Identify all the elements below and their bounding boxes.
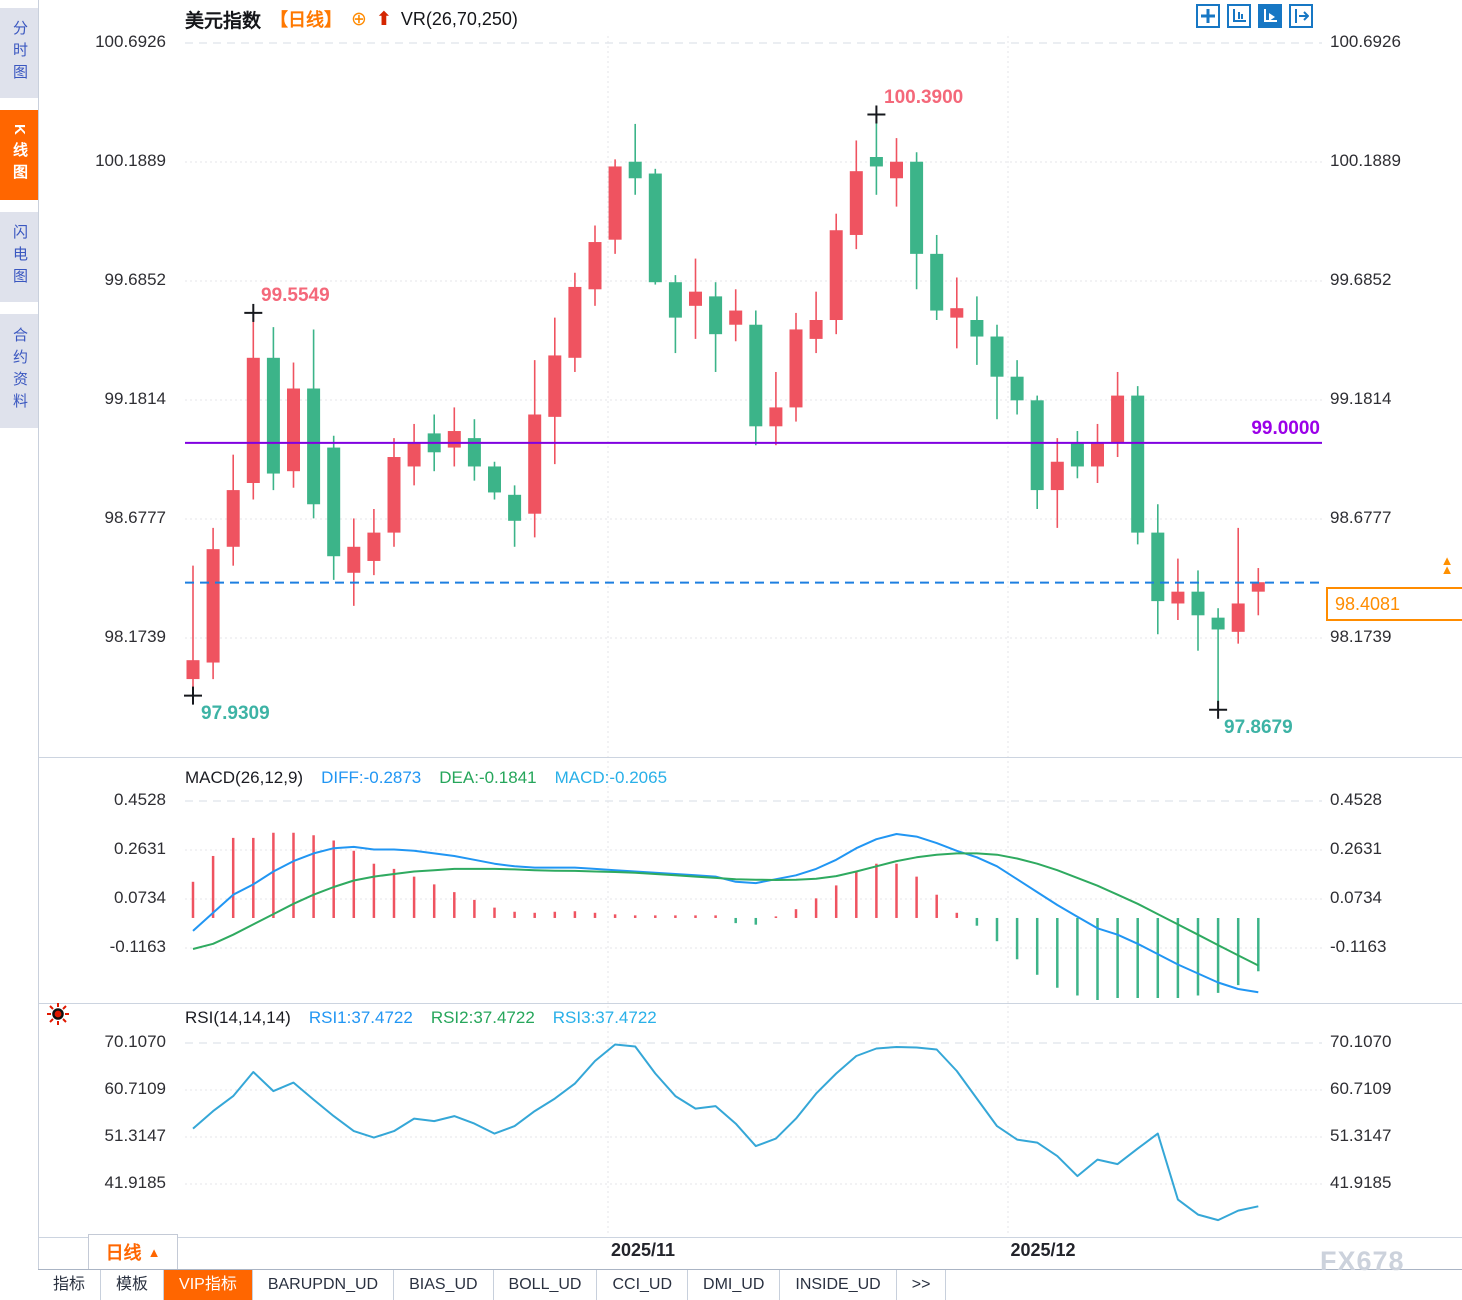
sidebar-tab-label: K线图 bbox=[11, 124, 28, 186]
footer-tab-CCI_UD[interactable]: CCI_UD bbox=[597, 1270, 689, 1300]
axis-tick-label: 100.1889 bbox=[95, 150, 166, 170]
footer-tab-BIAS_UD[interactable]: BIAS_UD bbox=[394, 1270, 494, 1300]
annotation-high-peak: 100.3900 bbox=[884, 87, 964, 108]
price-up-arrows-icon: ▲ ▲ bbox=[1440, 553, 1454, 577]
rsi-header: RSI(14,14,14) RSI1:37.4722 RSI2:37.4722 … bbox=[185, 1008, 657, 1028]
symbol-title: 美元指数 bbox=[185, 10, 262, 32]
macd-macd-value: MACD:-0.2065 bbox=[554, 768, 668, 787]
axis-tick-label: 0.4528 bbox=[114, 790, 166, 809]
period-tag: 【日线】 bbox=[270, 10, 343, 30]
footer-tab-指标[interactable]: 指标 bbox=[38, 1270, 102, 1300]
footer-tab-模板[interactable]: 模板 bbox=[101, 1270, 165, 1300]
period-selector[interactable]: 日线 ▲ bbox=[88, 1234, 178, 1270]
rsi-title[interactable]: RSI(14,14,14) bbox=[185, 1008, 291, 1027]
axis-tick-label: 99.1814 bbox=[1330, 388, 1392, 408]
axis-tick-label: 0.2631 bbox=[1330, 838, 1382, 858]
footer-tab-INSIDE_UD[interactable]: INSIDE_UD bbox=[780, 1270, 897, 1300]
axis-tick-label: 0.0734 bbox=[114, 887, 166, 907]
x-axis-label-nov: 2025/11 bbox=[610, 1240, 676, 1260]
macd-header: MACD(26,12,9) DIFF:-0.2873 DEA:-0.1841 M… bbox=[185, 768, 667, 788]
sidebar-tab-timeline[interactable]: 分时图 bbox=[0, 8, 38, 98]
indicator-label[interactable]: VR(26,70,250) bbox=[400, 8, 518, 29]
sidebar-tab-label: 闪电图 bbox=[11, 224, 28, 290]
axis-tick-label: 99.1814 bbox=[104, 388, 166, 408]
rsi3-value: RSI3:37.4722 bbox=[552, 1008, 657, 1027]
footer-tab-VIP指标[interactable]: VIP指标 bbox=[164, 1270, 253, 1300]
axis-tick-label: 98.1739 bbox=[1330, 626, 1392, 646]
sidebar-tab-label: 合约资料 bbox=[11, 327, 28, 415]
watermark: FX678 bbox=[1320, 1246, 1405, 1276]
axis-tick-label: 0.2631 bbox=[114, 838, 166, 858]
footer-tab-DMI_UD[interactable]: DMI_UD bbox=[688, 1270, 781, 1300]
axis-tick-label: 100.6926 bbox=[95, 32, 166, 51]
axis-tick-label: 70.1070 bbox=[1330, 1032, 1392, 1051]
axis-tick-label: -0.1163 bbox=[1330, 936, 1387, 956]
pan-right-icon[interactable] bbox=[1289, 4, 1313, 28]
last-price-tag[interactable]: 98.4081 bbox=[1326, 587, 1462, 621]
axis-tick-label: 0.0734 bbox=[1330, 887, 1382, 907]
axis-tick-label: 98.6777 bbox=[104, 507, 166, 527]
support-line-label: 99.0000 bbox=[1251, 418, 1320, 439]
chart-toolbar bbox=[1196, 4, 1313, 28]
axis-tick-label: 99.6852 bbox=[104, 269, 166, 289]
axis-tick-label: 0.4528 bbox=[1330, 790, 1382, 809]
chart-header: 美元指数 【日线】 ⊕ ⬆ VR(26,70,250) bbox=[185, 6, 518, 32]
axis-tick-label: 100.6926 bbox=[1330, 32, 1401, 51]
axis-tick-label: 51.3147 bbox=[104, 1126, 166, 1145]
macd-dea-value: DEA:-0.1841 bbox=[439, 768, 537, 787]
axis-tick-label: 98.1739 bbox=[104, 626, 166, 646]
axis-tick-label: 60.7109 bbox=[104, 1079, 166, 1098]
sidebar-tab-label: 分时图 bbox=[11, 20, 28, 86]
sidebar-tab-lightning[interactable]: 闪电图 bbox=[0, 212, 38, 302]
axis-tick-label: 41.9185 bbox=[104, 1173, 166, 1192]
macd-title[interactable]: MACD(26,12,9) bbox=[185, 768, 304, 787]
axis-tick-label: 100.1889 bbox=[1330, 150, 1401, 170]
sidebar: 分时图 K线图 闪电图 合约资料 bbox=[0, 0, 39, 1300]
axis-tick-label: -0.1163 bbox=[109, 936, 166, 956]
axis-play-icon[interactable] bbox=[1258, 4, 1282, 28]
footer-tab->>[interactable]: >> bbox=[897, 1270, 947, 1300]
footer-tabs: 指标 模板 VIP指标 BARUPDN_UD BIAS_UD BOLL_UD CCI_UD D… bbox=[38, 1269, 1462, 1300]
sidebar-tab-contract-info[interactable]: 合约资料 bbox=[0, 314, 38, 428]
axis-tick-label: 98.6777 bbox=[1330, 507, 1392, 527]
annotation-low-early: 97.9309 bbox=[201, 703, 270, 724]
period-selector-label: 日线 bbox=[105, 1243, 142, 1263]
axis-tick-label: 70.1070 bbox=[104, 1032, 166, 1051]
compare-add-icon[interactable]: ⊕ bbox=[351, 8, 367, 30]
axis-tick-label: 60.7109 bbox=[1330, 1079, 1392, 1098]
up-arrow-icon: ⬆ bbox=[375, 8, 392, 30]
crosshair-icon[interactable] bbox=[1196, 4, 1220, 28]
axis-scale-icon[interactable] bbox=[1227, 4, 1251, 28]
rsi2-value: RSI2:37.4722 bbox=[430, 1008, 535, 1027]
triangle-up-icon: ▲ bbox=[147, 1244, 161, 1260]
footer-tab-BARUPDN_UD[interactable]: BARUPDN_UD bbox=[253, 1270, 395, 1300]
annotation-high-early: 99.5549 bbox=[261, 285, 330, 306]
macd-diff-value: DIFF:-0.2873 bbox=[321, 768, 422, 787]
axis-tick-label: 51.3147 bbox=[1330, 1126, 1392, 1145]
footer-tab-BOLL_UD[interactable]: BOLL_UD bbox=[494, 1270, 598, 1300]
indicator-settings-sun-icon[interactable] bbox=[45, 1001, 71, 1027]
annotation-low-late: 97.8679 bbox=[1224, 717, 1293, 738]
axis-tick-label: 99.6852 bbox=[1330, 269, 1392, 289]
rsi1-value: RSI1:37.4722 bbox=[308, 1008, 413, 1027]
sidebar-tab-kline[interactable]: K线图 bbox=[0, 110, 38, 200]
axis-tick-label: 41.9185 bbox=[1330, 1173, 1392, 1192]
x-axis-label-dec: 2025/12 bbox=[1010, 1240, 1076, 1260]
